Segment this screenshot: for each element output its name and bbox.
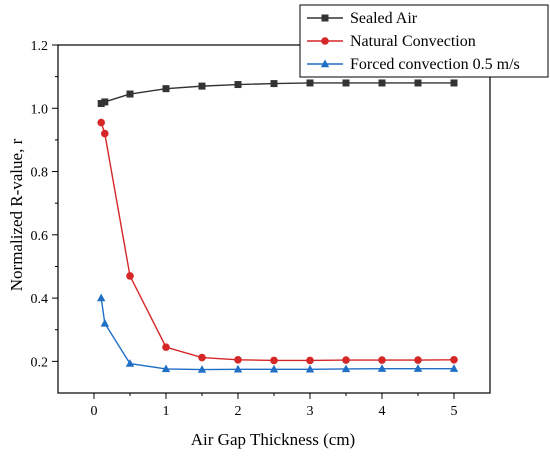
legend-item-0: Sealed Air <box>307 10 418 27</box>
legend-marker <box>321 14 329 22</box>
x-axis-title: Air Gap Thickness (cm) <box>191 430 355 449</box>
x-tick-label: 4 <box>379 404 386 419</box>
data-point <box>378 79 386 87</box>
data-point <box>126 272 134 280</box>
data-point <box>161 364 171 373</box>
data-point <box>305 364 315 373</box>
series-layer <box>97 79 459 373</box>
x-tick-label: 1 <box>163 404 170 419</box>
legend-item-1: Natural Convection <box>307 33 476 50</box>
data-point <box>450 355 458 364</box>
data-point <box>97 118 105 127</box>
data-point <box>162 343 170 351</box>
legend: Sealed Air Natural Convection Forced conve… <box>299 4 549 78</box>
data-point <box>270 356 278 365</box>
series-0 <box>97 79 458 108</box>
legend-label: Natural Convection <box>350 33 476 50</box>
data-point <box>414 356 422 364</box>
y-tick-label: 1.2 <box>31 39 49 54</box>
series-1 <box>97 118 458 365</box>
y-tick-label: 0.8 <box>31 166 49 181</box>
data-point <box>125 359 135 367</box>
data-point <box>162 85 170 93</box>
data-point <box>413 364 423 372</box>
data-point <box>342 356 350 364</box>
series-line <box>100 82 454 105</box>
data-point <box>378 356 386 364</box>
data-point <box>97 100 105 108</box>
plot-frame <box>57 44 491 394</box>
data-point <box>341 364 351 373</box>
series-line <box>100 297 454 371</box>
y-tick-label: 1.0 <box>31 102 49 117</box>
x-tick-label: 2 <box>235 404 242 419</box>
data-point <box>269 364 279 373</box>
y-tick-label: 0.4 <box>31 292 49 307</box>
data-point <box>234 81 242 89</box>
data-point <box>100 318 109 327</box>
data-point <box>197 365 207 373</box>
data-point <box>101 129 109 138</box>
data-point <box>270 80 278 88</box>
y-tick-label: 0.6 <box>31 229 49 244</box>
data-point <box>198 353 206 362</box>
series-2 <box>97 293 459 373</box>
data-point <box>342 79 350 87</box>
y-axis-title: Normalized R-value, r <box>7 138 26 291</box>
legend-label: Sealed Air <box>350 10 418 27</box>
data-point <box>377 364 387 372</box>
data-point <box>306 79 314 87</box>
data-point <box>450 79 458 87</box>
data-point <box>449 364 459 372</box>
legend-marker <box>321 37 329 45</box>
legend-marker <box>320 59 330 68</box>
data-point <box>101 98 109 106</box>
data-point <box>306 356 314 365</box>
x-tick-label: 5 <box>451 404 458 419</box>
data-point <box>198 82 206 90</box>
axes-layer: 0 1 2 3 4 5 0.2 0.4 0.6 0.8 1.0 1.2 <box>31 39 491 419</box>
y-tick-label: 0.2 <box>31 355 49 370</box>
legend-item-2: Forced convection 0.5 m/s <box>307 56 520 73</box>
data-point <box>234 355 242 364</box>
data-point <box>233 364 243 373</box>
series-line <box>100 122 455 362</box>
x-tick-label: 3 <box>307 404 314 419</box>
data-point <box>414 79 422 87</box>
legend-label: Forced convection 0.5 m/s <box>350 56 520 73</box>
data-point <box>126 90 134 98</box>
data-point <box>97 293 106 302</box>
x-tick-label: 0 <box>91 404 98 419</box>
